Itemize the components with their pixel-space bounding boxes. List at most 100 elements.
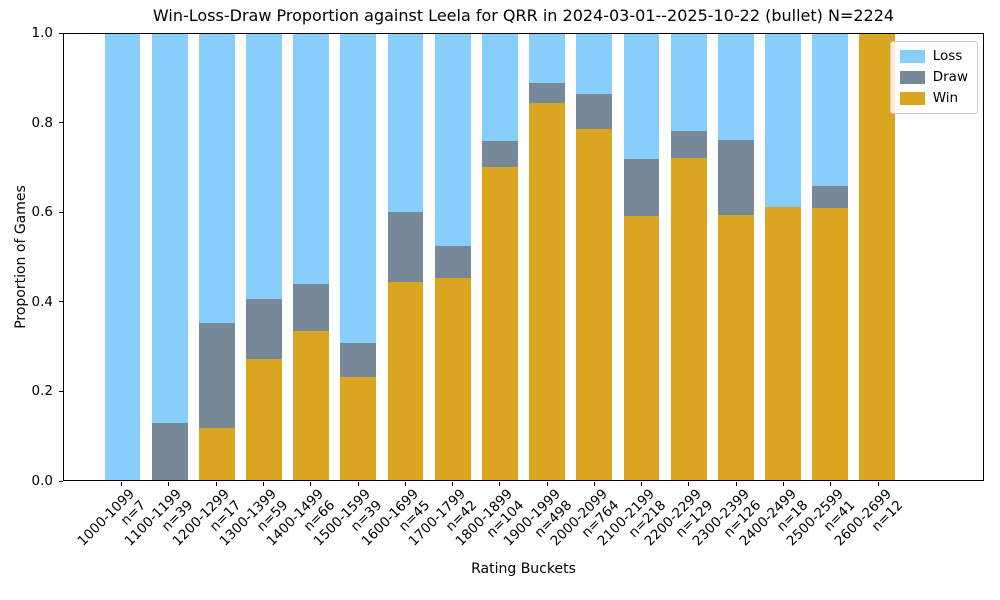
bar-segment-loss bbox=[623, 34, 660, 159]
bar-segment-draw bbox=[529, 83, 565, 103]
y-tick-label: 1.0 bbox=[31, 25, 53, 41]
x-tick-mark bbox=[168, 482, 170, 486]
y-tick-label: 0.4 bbox=[31, 293, 53, 310]
bar-segment-draw bbox=[387, 212, 424, 282]
bar-segment-draw bbox=[576, 93, 613, 129]
bar-segment-win bbox=[293, 331, 330, 480]
bar-segment-draw bbox=[198, 322, 235, 428]
x-tick-mark bbox=[783, 482, 785, 486]
bar-segment-loss bbox=[529, 34, 565, 84]
bar-segment-loss bbox=[340, 34, 377, 343]
x-tick-mark bbox=[688, 482, 690, 486]
bar-segment-win bbox=[340, 377, 377, 480]
y-tick-mark bbox=[59, 301, 63, 303]
x-tick-mark bbox=[641, 482, 643, 486]
bar-1800-1899 bbox=[481, 34, 518, 480]
bar-segment-loss bbox=[104, 34, 141, 480]
x-tick-mark bbox=[357, 482, 359, 486]
bar-2500-2599 bbox=[812, 33, 849, 480]
legend-swatch-win bbox=[899, 92, 925, 105]
chart-title: Win-Loss-Draw Proportion against Leela f… bbox=[152, 6, 895, 25]
bar-segment-loss bbox=[670, 34, 707, 131]
y-tick-label: 0.6 bbox=[31, 204, 53, 221]
bar-2600-2699 bbox=[859, 34, 896, 480]
x-tick-mark bbox=[593, 482, 595, 486]
legend-label: Loss bbox=[932, 48, 963, 64]
legend-swatch-loss bbox=[899, 50, 925, 63]
bar-segment-win bbox=[481, 166, 518, 480]
bar-1100-1199 bbox=[151, 34, 188, 480]
x-tick-mark bbox=[877, 482, 879, 486]
bar-segment-win bbox=[387, 281, 424, 480]
x-tick-mark bbox=[830, 482, 832, 486]
bar-1900-1999 bbox=[529, 34, 565, 480]
bar-segment-loss bbox=[434, 34, 471, 247]
bar-1000-1099 bbox=[104, 34, 141, 480]
bar-segment-win bbox=[529, 102, 565, 480]
bar-segment-loss bbox=[765, 34, 801, 208]
y-tick-label: 0.2 bbox=[31, 383, 53, 400]
bar-segment-loss bbox=[576, 34, 613, 94]
bar-segment-loss bbox=[151, 34, 188, 423]
bar-segment-win bbox=[717, 214, 754, 480]
x-tick-mark bbox=[546, 482, 548, 486]
x-tick-mark bbox=[499, 482, 501, 486]
bar-segment-draw bbox=[623, 158, 660, 217]
bar-segment-draw bbox=[670, 130, 707, 159]
bar-segment-win bbox=[859, 34, 896, 480]
bar-segment-loss bbox=[481, 34, 518, 142]
legend-label: Win bbox=[932, 90, 959, 106]
bar-segment-draw bbox=[481, 141, 518, 167]
bar-segment-win bbox=[623, 216, 660, 480]
y-tick-mark bbox=[59, 211, 63, 213]
bar-segment-loss bbox=[293, 34, 330, 285]
bar-2200-2299 bbox=[670, 34, 707, 480]
bar-segment-loss bbox=[198, 34, 235, 323]
x-tick-mark bbox=[121, 482, 123, 486]
y-tick-label: 0.8 bbox=[31, 114, 53, 131]
x-tick-mark bbox=[452, 482, 454, 486]
y-tick-mark bbox=[59, 32, 63, 34]
bar-segment-win bbox=[246, 359, 282, 480]
legend-swatch-draw bbox=[899, 71, 925, 84]
bar-segment-win bbox=[576, 128, 613, 480]
y-tick-mark bbox=[59, 122, 63, 124]
bar-2300-2399 bbox=[717, 34, 754, 480]
y-tick-label: 0.0 bbox=[31, 473, 53, 489]
bar-segment-draw bbox=[151, 422, 188, 480]
bar-segment-loss bbox=[717, 34, 754, 141]
bar-1300-1399 bbox=[246, 34, 282, 480]
x-axis-label: Rating Buckets bbox=[471, 561, 576, 577]
bar-1400-1499 bbox=[293, 34, 330, 480]
bar-segment-draw bbox=[340, 342, 377, 378]
bar-segment-win bbox=[670, 158, 707, 480]
plot-area: Loss Draw Win bbox=[63, 33, 984, 481]
y-tick-mark bbox=[59, 390, 63, 392]
x-tick-mark bbox=[310, 482, 312, 486]
bar-1200-1299 bbox=[198, 34, 235, 480]
y-tick-mark bbox=[59, 480, 63, 482]
bar-segment-draw bbox=[246, 298, 282, 360]
legend-entry-win: Win bbox=[899, 90, 968, 106]
x-tick-mark bbox=[404, 482, 406, 486]
bar-segment-win bbox=[434, 278, 471, 480]
bar-segment-win bbox=[812, 208, 849, 480]
bar-2000-2099 bbox=[576, 34, 613, 480]
bar-segment-draw bbox=[293, 284, 330, 332]
legend-label: Draw bbox=[932, 69, 968, 85]
bar-1700-1799 bbox=[434, 34, 471, 480]
legend: Loss Draw Win bbox=[889, 41, 978, 114]
x-tick-mark bbox=[735, 482, 737, 486]
bar-segment-draw bbox=[717, 140, 754, 215]
legend-entry-loss: Loss bbox=[899, 48, 968, 64]
x-tick-mark bbox=[215, 482, 217, 486]
bar-segment-win bbox=[198, 427, 235, 480]
bar-2100-2199 bbox=[623, 34, 660, 480]
bar-segment-loss bbox=[246, 34, 282, 299]
x-tick-mark bbox=[262, 482, 264, 486]
legend-entry-draw: Draw bbox=[899, 69, 968, 85]
bar-segment-draw bbox=[812, 186, 849, 209]
bar-segment-loss bbox=[387, 34, 424, 213]
bar-2400-2499 bbox=[765, 34, 801, 480]
